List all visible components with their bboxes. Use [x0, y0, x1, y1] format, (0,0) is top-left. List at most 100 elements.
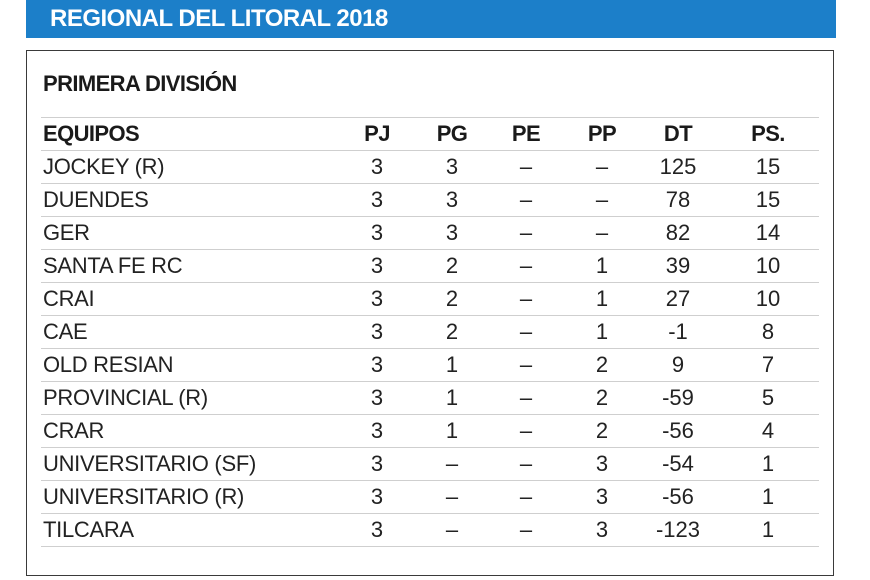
table-row: CRAR 3 1–2 -56 4 [41, 414, 819, 448]
pj-cell: 3 [337, 282, 417, 316]
ps-cell: 14 [717, 216, 819, 250]
team-name: SANTA FE RC [41, 249, 337, 283]
pe-cell: – [487, 216, 565, 250]
pj-cell: 3 [337, 480, 417, 514]
pe-cell: – [487, 414, 565, 448]
pj-cell: 3 [337, 381, 417, 415]
table-row: OLD RESIAN 3 1–2 9 7 [41, 348, 819, 382]
pg-cell: 3 [417, 150, 487, 184]
pj-cell: 3 [337, 348, 417, 382]
pe-cell: – [487, 513, 565, 547]
standings-panel: PRIMERA DIVISIÓN EQUIPOS PJ PG PE PP DT … [26, 50, 834, 576]
table-row: TILCARA 3– –3 -123 1 [41, 513, 819, 547]
team-name: OLD RESIAN [41, 348, 337, 382]
ps-cell: 4 [717, 414, 819, 448]
table-row: GER 3 3– –82 14 [41, 216, 819, 250]
dt-cell: 78 [639, 183, 717, 217]
pe-cell: – [487, 249, 565, 283]
pj-cell: 3 [337, 150, 417, 184]
table-header-row: EQUIPOS PJ PG PE PP DT PS. [41, 117, 819, 151]
pe-cell: – [487, 348, 565, 382]
ps-cell: 5 [717, 381, 819, 415]
pp-cell: 1 [565, 315, 639, 349]
pg-cell: – [417, 447, 487, 481]
pe-cell: – [487, 183, 565, 217]
dt-cell: -56 [639, 414, 717, 448]
table-row: JOCKEY (R) 3 3– –125 15 [41, 150, 819, 184]
pg-cell: 2 [417, 249, 487, 283]
dt-cell: 39 [639, 249, 717, 283]
column-header-equipos: EQUIPOS [41, 117, 337, 151]
team-name: CRAR [41, 414, 337, 448]
pp-cell: 3 [565, 480, 639, 514]
dt-cell: 125 [639, 150, 717, 184]
pe-cell: – [487, 150, 565, 184]
ps-cell: 15 [717, 150, 819, 184]
pj-cell: 3 [337, 414, 417, 448]
ps-cell: 15 [717, 183, 819, 217]
ps-cell: 10 [717, 249, 819, 283]
dt-cell: -123 [639, 513, 717, 547]
pp-cell: 1 [565, 282, 639, 316]
pj-cell: 3 [337, 315, 417, 349]
ps-cell: 10 [717, 282, 819, 316]
ps-cell: 1 [717, 480, 819, 514]
pe-cell: – [487, 447, 565, 481]
dt-cell: 82 [639, 216, 717, 250]
table-row: SANTA FE RC 3 2–1 39 10 [41, 249, 819, 283]
team-name: CAE [41, 315, 337, 349]
table-body: JOCKEY (R) 3 3– –125 15 DUENDES 3 3– –78 15 GER 3 3–… [41, 150, 819, 547]
header-banner: REGIONAL DEL LITORAL 2018 [26, 0, 836, 38]
pg-cell: 3 [417, 183, 487, 217]
team-name: PROVINCIAL (R) [41, 381, 337, 415]
pj-cell: 3 [337, 216, 417, 250]
column-header-pj: PJ [337, 117, 417, 151]
ps-cell: 8 [717, 315, 819, 349]
pj-cell: 3 [337, 513, 417, 547]
team-name: GER [41, 216, 337, 250]
pp-cell: 2 [565, 381, 639, 415]
column-header-dt: DT [639, 117, 717, 151]
dt-cell: 9 [639, 348, 717, 382]
table-row: DUENDES 3 3– –78 15 [41, 183, 819, 217]
column-header-pp: PP [565, 117, 639, 151]
ps-cell: 7 [717, 348, 819, 382]
pp-cell: 1 [565, 249, 639, 283]
pg-cell: 2 [417, 282, 487, 316]
column-header-ps: PS. [717, 117, 819, 151]
dt-cell: -1 [639, 315, 717, 349]
pg-cell: – [417, 480, 487, 514]
table-row: UNIVERSITARIO (R) 3– –3 -56 1 [41, 480, 819, 514]
team-name: UNIVERSITARIO (R) [41, 480, 337, 514]
table-row: CRAI 3 2–1 27 10 [41, 282, 819, 316]
column-header-pg: PG [417, 117, 487, 151]
pg-cell: 2 [417, 315, 487, 349]
pe-cell: – [487, 480, 565, 514]
pp-cell: 2 [565, 414, 639, 448]
dt-cell: -56 [639, 480, 717, 514]
team-name: CRAI [41, 282, 337, 316]
pj-cell: 3 [337, 249, 417, 283]
team-name: UNIVERSITARIO (SF) [41, 447, 337, 481]
table-row: PROVINCIAL (R) 3 1–2 -59 5 [41, 381, 819, 415]
ps-cell: 1 [717, 447, 819, 481]
pp-cell: 3 [565, 447, 639, 481]
ps-cell: 1 [717, 513, 819, 547]
page-title: REGIONAL DEL LITORAL 2018 [50, 5, 388, 32]
pg-cell: 1 [417, 381, 487, 415]
pe-cell: – [487, 315, 565, 349]
pe-cell: – [487, 381, 565, 415]
team-name: TILCARA [41, 513, 337, 547]
pp-cell: – [565, 150, 639, 184]
dt-cell: -54 [639, 447, 717, 481]
standings-table: EQUIPOS PJ PG PE PP DT PS. JOCKEY (R) 3 3–… [41, 117, 819, 547]
pg-cell: 1 [417, 348, 487, 382]
table-row: UNIVERSITARIO (SF) 3– –3 -54 1 [41, 447, 819, 481]
team-name: JOCKEY (R) [41, 150, 337, 184]
pp-cell: – [565, 216, 639, 250]
division-title: PRIMERA DIVISIÓN [43, 71, 237, 96]
table-row: CAE 3 2–1 -1 8 [41, 315, 819, 349]
pg-cell: 1 [417, 414, 487, 448]
pp-cell: 2 [565, 348, 639, 382]
dt-cell: -59 [639, 381, 717, 415]
